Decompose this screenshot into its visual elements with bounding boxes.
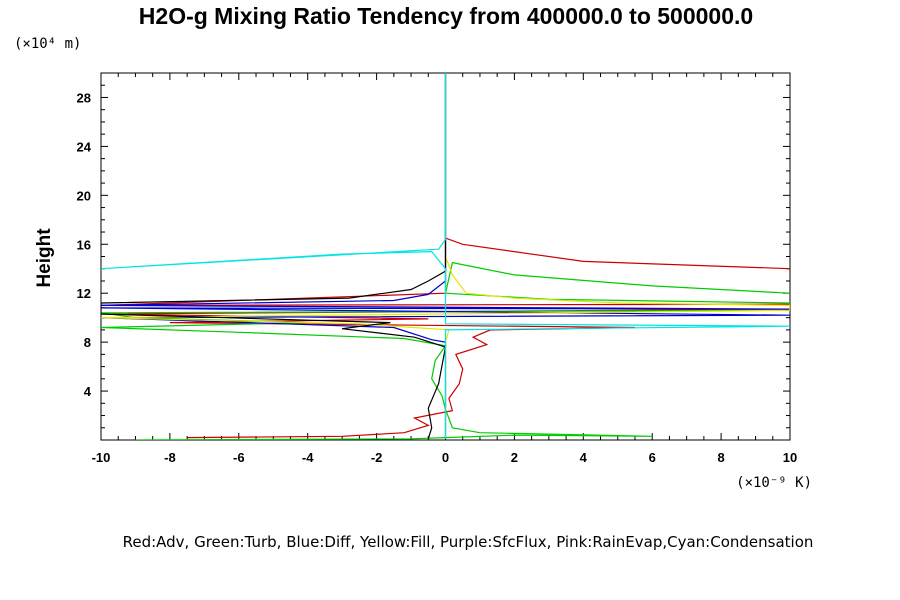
y-unit-label: (×10⁴ m)	[14, 36, 81, 52]
series-line	[101, 261, 790, 440]
series-group	[101, 73, 790, 440]
y-tick-label: 24	[77, 139, 92, 154]
x-tick-label: 8	[717, 450, 724, 465]
x-tick-label: 6	[649, 450, 656, 465]
y-tick-label: 16	[77, 237, 91, 252]
x-tick-label: 4	[580, 450, 588, 465]
x-unit-label: (×10⁻⁹ K)	[736, 475, 812, 491]
y-axis-label: Height	[34, 228, 55, 288]
x-tick-label: -2	[371, 450, 383, 465]
x-tick-label: 10	[783, 450, 797, 465]
y-tick-label: 20	[77, 188, 91, 203]
chart-title: H2O-g Mixing Ratio Tendency from 400000.…	[139, 3, 753, 29]
series-layer	[101, 73, 790, 440]
x-tick-label: -10	[92, 450, 111, 465]
x-tick-label: -6	[233, 450, 245, 465]
x-tick-label: -4	[302, 450, 314, 465]
y-tick-label: 28	[77, 90, 91, 105]
y-tick-label: 12	[77, 286, 91, 301]
x-tick-label: 0	[442, 450, 449, 465]
x-tick-label: -8	[164, 450, 176, 465]
series-line	[101, 73, 790, 439]
y-tick-label: 4	[84, 384, 92, 399]
series-line	[101, 73, 447, 439]
x-tick-label: 2	[511, 450, 518, 465]
legend-text: Red:Adv, Green:Turb, Blue:Diff, Yellow:F…	[123, 533, 814, 551]
y-tick-label: 8	[84, 335, 91, 350]
